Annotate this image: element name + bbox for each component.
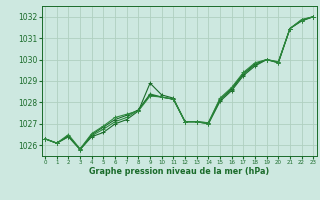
X-axis label: Graphe pression niveau de la mer (hPa): Graphe pression niveau de la mer (hPa) xyxy=(89,167,269,176)
